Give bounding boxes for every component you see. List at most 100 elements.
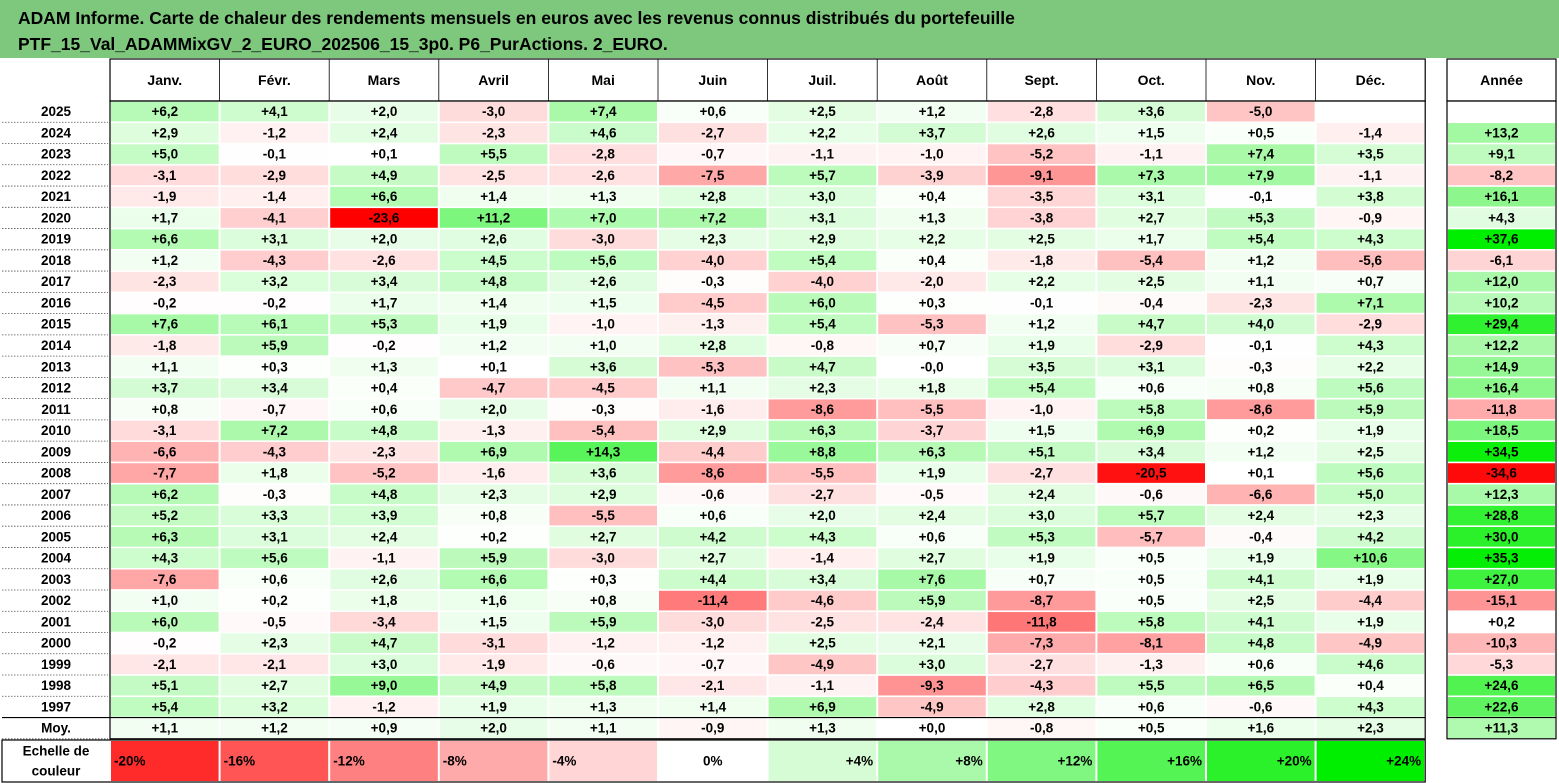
heat-cell — [1207, 229, 1315, 250]
heat-cell — [768, 378, 877, 398]
heat-cell-value: -2,3 — [1249, 295, 1273, 310]
heat-cell — [1316, 144, 1425, 164]
heat-cell-value: -0,6 — [1140, 487, 1164, 502]
heat-cell-value: +1,2 — [1247, 253, 1274, 268]
heat-cell-value: +1,2 — [1028, 317, 1055, 332]
heat-cell-value: +1,7 — [151, 210, 178, 225]
year-label-2011: 2011 — [41, 402, 71, 417]
heat-cell — [1097, 718, 1205, 738]
heat-cell — [768, 101, 877, 122]
heat-cell — [659, 271, 767, 292]
heat-cell-value: -2,9 — [1140, 338, 1163, 353]
heat-cell-value: -5,6 — [1359, 253, 1383, 268]
heat-cell-value: +8,8 — [809, 444, 836, 459]
heat-cell-value: -4,6 — [811, 593, 835, 608]
heat-cell-value: +9,0 — [371, 678, 398, 693]
heat-cell — [111, 250, 219, 271]
heat-cell-value: +3,1 — [1138, 189, 1165, 204]
heat-cell-value: +6,0 — [809, 295, 836, 310]
heat-cell — [768, 590, 877, 611]
heat-cell-value: +5,6 — [1357, 466, 1384, 481]
year-label-2022: 2022 — [41, 168, 71, 183]
heat-cell — [549, 229, 657, 250]
heat-cell — [111, 293, 219, 313]
heat-cell — [878, 165, 986, 186]
heat-cell — [659, 463, 767, 483]
heat-cell — [1316, 335, 1425, 356]
heat-cell-value: +14,3 — [586, 444, 621, 459]
heat-cell-value: -2,7 — [811, 487, 834, 502]
heat-cell — [878, 548, 986, 568]
heat-cell — [111, 612, 219, 632]
heat-cell-value: +4,6 — [590, 125, 617, 140]
heat-cell — [220, 229, 329, 250]
heat-cell-value: -0,9 — [1359, 210, 1382, 225]
heat-cell — [111, 675, 219, 696]
heat-cell-value: -7,5 — [701, 168, 725, 183]
heat-cell — [878, 399, 986, 420]
heat-cell — [439, 441, 548, 462]
heat-cell-value: +7,2 — [699, 210, 726, 225]
heat-cell — [1097, 463, 1205, 483]
title-line-1: ADAM Informe. Carte de chaleur des rende… — [18, 8, 1015, 28]
heat-cell — [878, 123, 986, 143]
heat-cell-value: +0,1 — [371, 147, 398, 162]
heat-cell-value: -0,9 — [701, 721, 724, 736]
heat-cell — [220, 697, 329, 717]
heat-cell-value: +3,6 — [1138, 104, 1165, 119]
heat-cell-value: +2,1 — [919, 636, 946, 651]
heat-cell — [111, 463, 219, 483]
heat-cell — [220, 633, 329, 653]
heat-cell-value: +5,2 — [151, 508, 178, 523]
heat-cell — [659, 144, 767, 164]
heat-cell — [878, 505, 986, 526]
heat-cell — [1207, 186, 1315, 207]
heat-cell — [1316, 165, 1425, 186]
heat-cell — [111, 314, 219, 335]
heat-cell — [330, 378, 438, 398]
heat-cell-value: -4,9 — [811, 657, 834, 672]
heat-cell — [1097, 356, 1205, 377]
heat-cell-value: -2,1 — [263, 657, 287, 672]
heat-cell-value: +2,4 — [371, 529, 398, 544]
heat-cell-value: -8,1 — [1140, 636, 1164, 651]
heat-cell-value: -2,5 — [482, 168, 506, 183]
color-scale-swatch — [1316, 741, 1425, 781]
heat-cell — [330, 293, 438, 313]
color-scale-swatch — [878, 741, 986, 781]
heat-cell — [659, 208, 767, 228]
heat-cell — [330, 612, 438, 632]
heat-cell — [220, 718, 329, 738]
heat-cell-value: -1,8 — [153, 338, 177, 353]
year-label-2014: 2014 — [41, 338, 72, 353]
heat-cell-value: +1,3 — [809, 721, 836, 736]
heat-cell — [330, 356, 438, 377]
annual-cell-value: -5,3 — [1490, 657, 1514, 672]
heat-cell-value: +1,5 — [590, 295, 617, 310]
year-label-2000: 2000 — [41, 636, 71, 651]
heat-cell-value: +0,6 — [699, 104, 726, 119]
heat-cell-value: +0,7 — [919, 338, 946, 353]
year-label-2019: 2019 — [41, 232, 71, 247]
heat-cell-value: -2,9 — [1359, 317, 1382, 332]
heat-cell-value: +5,6 — [261, 551, 288, 566]
annual-cell — [1448, 697, 1555, 717]
heat-cell-value: +1,0 — [151, 593, 178, 608]
heat-cell — [220, 675, 329, 696]
heat-cell — [659, 165, 767, 186]
heat-cell-value: -7,3 — [1030, 636, 1054, 651]
heat-cell — [768, 675, 877, 696]
heat-cell — [768, 250, 877, 271]
heat-cell — [439, 633, 548, 653]
heat-cell — [1316, 420, 1425, 441]
heat-cell — [549, 314, 657, 335]
annual-cell — [1448, 144, 1555, 164]
heat-cell — [439, 399, 548, 420]
heat-cell — [768, 399, 877, 420]
heat-cell — [878, 271, 986, 292]
heat-cell-value: +1,9 — [1028, 338, 1055, 353]
heat-cell — [878, 144, 986, 164]
year-label-2016: 2016 — [41, 295, 72, 310]
heat-cell — [330, 527, 438, 547]
annual-cell-value: -8,2 — [1490, 168, 1513, 183]
